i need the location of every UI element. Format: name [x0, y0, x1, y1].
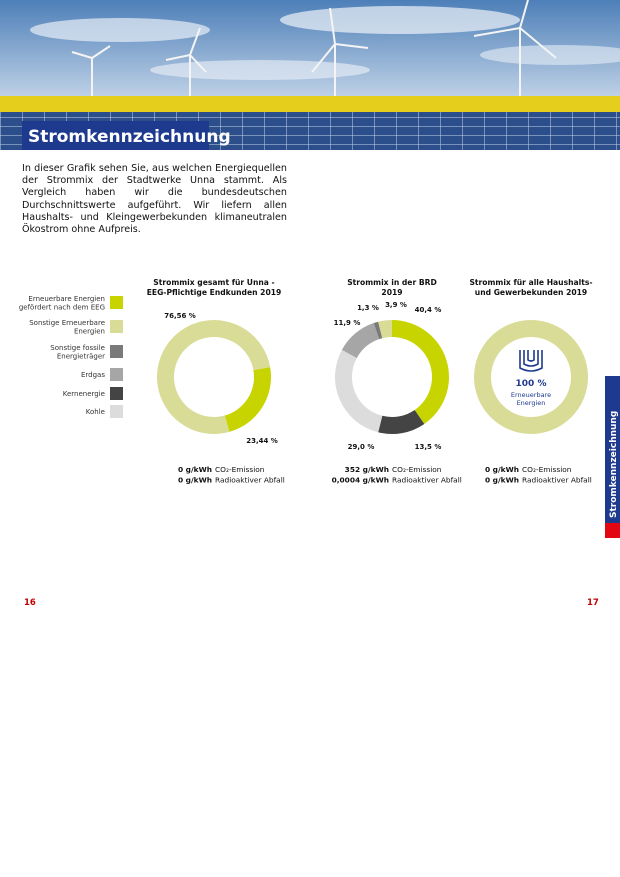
emission-value: 0 g/kWh [485, 476, 519, 485]
legend-label: Energien [74, 327, 105, 335]
side-tab-label: Stromkennzeichnung [609, 411, 619, 518]
emission-label: Radioaktiver Abfall [215, 476, 285, 485]
value-label: 3,9 % [385, 301, 407, 309]
legend-label: Sonstige fossile [50, 344, 105, 352]
value-label: 29,0 % [348, 443, 375, 451]
emission-label: CO₂-Emission [215, 465, 265, 474]
emission-value: 352 g/kWh [345, 465, 389, 474]
emission-label: Radioaktiver Abfall [522, 476, 592, 485]
value-label: 100 % [516, 379, 547, 389]
side-tab [605, 376, 620, 523]
value-label: 76,56 % [164, 312, 196, 320]
legend-swatch [110, 345, 123, 358]
legend-swatch [110, 320, 123, 333]
pie-segment [378, 409, 425, 434]
page-number: 17 [587, 598, 599, 608]
emission-label: Radioaktiver Abfall [392, 476, 462, 485]
legend-swatch [110, 405, 123, 418]
intro-text: In dieser Grafik sehen Sie, aus welchen … [22, 163, 287, 236]
legend-label: gefördert nach dem EEG [19, 303, 105, 311]
chart-title: EEG-Pflichtige Endkunden 2019 [147, 288, 282, 297]
chart-title: und Gewerbekunden 2019 [475, 288, 587, 297]
legend-label: Kernenergie [63, 390, 105, 398]
value-label: 13,5 % [415, 443, 442, 451]
pie-segment [156, 320, 271, 434]
value-label: 23,44 % [246, 437, 278, 445]
value-label: 40,4 % [415, 306, 442, 314]
legend-label: Sonstige Erneuerbare [29, 319, 105, 327]
center-label: Energien [517, 399, 546, 407]
legend-swatch [110, 387, 123, 400]
legend-label: Kohle [86, 408, 105, 416]
side-tab-accent [605, 523, 620, 538]
legend-label: Energieträger [57, 352, 105, 360]
chart-title: Strommix in der BRD [347, 278, 437, 287]
pie-segment [335, 349, 383, 433]
pie-segment [392, 320, 449, 424]
chart-title: 2019 [381, 288, 402, 297]
value-label: 1,3 % [357, 304, 379, 312]
page-number: 16 [24, 598, 36, 608]
pie-segment [474, 320, 588, 434]
legend-label: Erdgas [81, 371, 105, 379]
emission-value: 0 g/kWh [485, 465, 519, 474]
legend-swatch [110, 296, 123, 309]
header-photo [0, 0, 620, 150]
value-label: 11,9 % [334, 319, 361, 327]
pie-segment [378, 320, 392, 339]
pie-segment [341, 323, 380, 358]
center-label: Erneuerbare [511, 391, 551, 399]
emission-label: CO₂-Emission [522, 465, 572, 474]
legend-swatch [110, 368, 123, 381]
logo [519, 350, 543, 372]
pie-segment [224, 367, 271, 432]
chart-title: Strommix für alle Haushalts- [469, 278, 592, 287]
emission-value: 0 g/kWh [178, 476, 212, 485]
emission-value: 0 g/kWh [178, 465, 212, 474]
title-box [22, 121, 209, 150]
pie-segment [373, 321, 383, 340]
emission-label: CO₂-Emission [392, 465, 442, 474]
emission-value: 0,0004 g/kWh [332, 476, 389, 485]
page-title: Stromkennzeichnung [28, 127, 231, 147]
chart-title: Strommix gesamt für Unna - [153, 278, 274, 287]
legend-label: Erneuerbare Energien [28, 295, 105, 303]
